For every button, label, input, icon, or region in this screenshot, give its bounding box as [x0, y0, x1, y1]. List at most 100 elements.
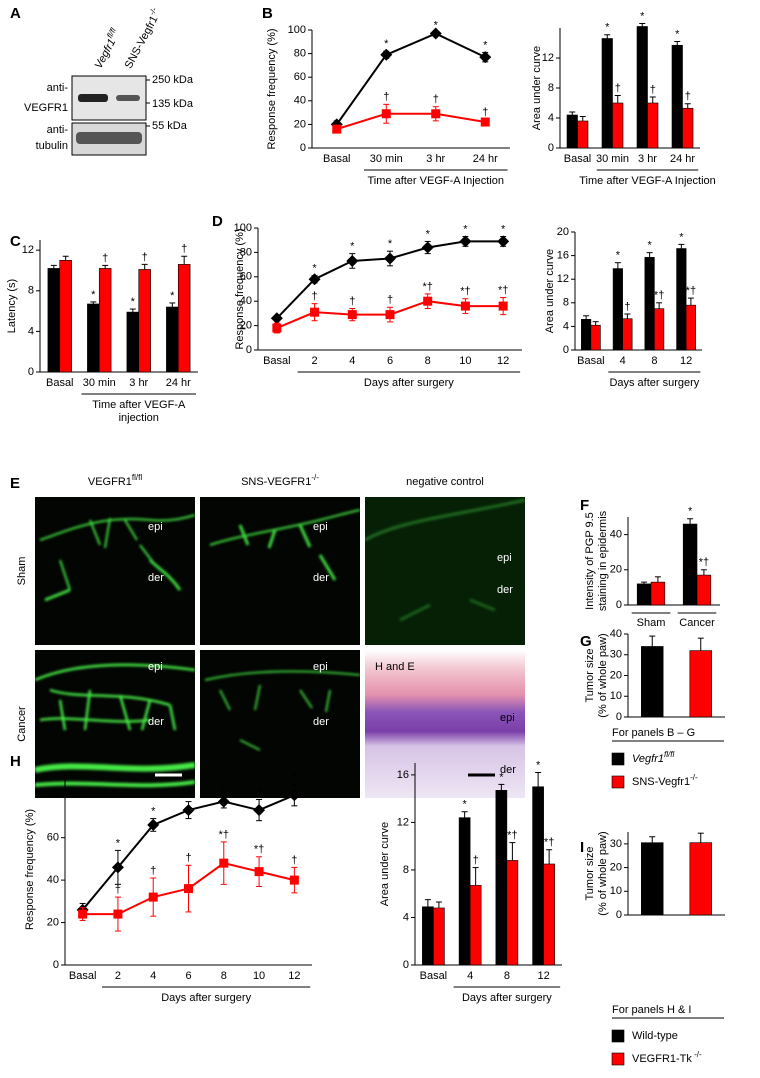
- bar: [689, 650, 712, 718]
- blot-band: [78, 94, 108, 102]
- significance-mark: *: [257, 786, 262, 798]
- x-tick-label: 4: [150, 970, 156, 982]
- legend-swatch: [611, 1029, 625, 1043]
- significance-mark: †: [387, 294, 393, 306]
- bar: [495, 790, 508, 966]
- significance-mark: †: [615, 82, 621, 94]
- x-tick-label: Basal: [69, 970, 97, 982]
- x-tick-label: Basal: [420, 970, 448, 982]
- x-tick-label: 2: [115, 970, 121, 982]
- micrograph: [200, 650, 360, 798]
- lane-label-part: SNS-Vegfr1: [123, 14, 161, 71]
- marker: [460, 301, 470, 311]
- error-bar: [697, 637, 704, 651]
- x-tick-label: Basal: [46, 377, 74, 389]
- bar: [685, 304, 696, 351]
- tile-label: epi: [313, 521, 328, 533]
- significance-mark: *: [462, 799, 467, 811]
- significance-mark: *: [116, 837, 121, 849]
- x-tick-label: 30 min: [370, 153, 403, 165]
- micrograph: [200, 497, 360, 645]
- bar: [581, 319, 592, 351]
- y-tick-label: 20: [294, 118, 306, 130]
- x-tick-label: Basal: [263, 355, 291, 367]
- y-tick-label: 0: [28, 366, 34, 378]
- x-tick-label: 8: [221, 970, 227, 982]
- y-axis-label: Area under curve: [379, 822, 391, 906]
- column-header-part: VEGFR1: [88, 476, 132, 488]
- panel-letter: C: [10, 233, 21, 250]
- bar: [641, 646, 664, 718]
- significance-mark: *†: [460, 286, 470, 298]
- significance-mark: *†: [219, 829, 229, 841]
- x-tick-label: 12: [680, 355, 692, 367]
- error-bar: [498, 783, 505, 791]
- lane-label: Vegfr1fl/fl: [90, 26, 123, 71]
- fluorescence: [35, 663, 195, 788]
- x-axis-label: Time after VEGF-A Injection: [579, 175, 716, 187]
- x-tick-label: 6: [185, 970, 191, 982]
- x-tick-label: Basal: [323, 153, 351, 165]
- y-tick-label: 12: [557, 273, 569, 285]
- legend-label-sup: -/-: [690, 773, 698, 782]
- significance-mark: †: [349, 295, 355, 307]
- x-tick-label: 24 hr: [473, 153, 498, 165]
- significance-mark: †: [142, 251, 148, 263]
- bar: [622, 318, 633, 351]
- significance-mark: *: [222, 782, 227, 794]
- y-tick-label: 20: [610, 564, 622, 576]
- significance-mark: †: [291, 854, 297, 866]
- error-bar: [141, 263, 148, 270]
- legend-title: For panels B – G: [612, 727, 695, 739]
- fluorescence: [39, 514, 195, 602]
- error-bar: [674, 41, 681, 46]
- y-tick-label: 40: [240, 295, 252, 307]
- error-bar: [687, 518, 694, 525]
- blot-row-label: VEGFR1: [24, 102, 68, 114]
- y-tick-label: 4: [403, 911, 409, 923]
- y-tick-label: 4: [548, 112, 554, 124]
- error-bar: [509, 842, 516, 861]
- marker: [219, 858, 229, 868]
- panel-letter: B: [262, 5, 273, 22]
- marker-label: 250 kDa: [152, 74, 194, 86]
- x-tick-label: 24 hr: [166, 377, 191, 389]
- significance-mark: *: [536, 759, 541, 771]
- error-bar: [646, 252, 653, 258]
- bar: [98, 268, 112, 373]
- tile-label: epi: [313, 661, 328, 673]
- y-tick-label: 10: [610, 885, 622, 897]
- error-bar: [649, 836, 656, 843]
- bar: [682, 523, 698, 606]
- bar: [612, 102, 624, 149]
- error-bar: [697, 832, 704, 843]
- y-tick-label: 12: [397, 816, 409, 828]
- x-tick-label: 30 min: [83, 377, 116, 389]
- error-bar: [700, 569, 707, 576]
- micrograph: [365, 497, 525, 645]
- error-bar: [604, 34, 611, 39]
- significance-mark: †: [650, 84, 656, 96]
- marker: [78, 909, 88, 919]
- y-axis-label: Tumor size: [584, 649, 596, 703]
- y-tick-label: 8: [28, 285, 34, 297]
- significance-mark: *†: [654, 290, 664, 302]
- y-axis-label: Area under curve: [531, 46, 543, 130]
- y-axis-label: (% of whole paw): [597, 633, 609, 717]
- y-tick-label: 0: [548, 142, 554, 154]
- marker: [310, 307, 320, 317]
- marker: [498, 301, 508, 311]
- x-tick-label: 12: [538, 970, 550, 982]
- significance-mark: *: [292, 772, 297, 784]
- blot-row-label: tubulin: [36, 140, 68, 152]
- panel-letter: G: [580, 633, 592, 650]
- marker: [381, 109, 391, 119]
- bar: [577, 120, 589, 149]
- y-tick-label: 0: [563, 344, 569, 356]
- significance-mark: †: [383, 91, 389, 103]
- column-header-part: SNS-VEGFR1: [241, 476, 311, 488]
- x-axis-label: Days after surgery: [364, 377, 454, 389]
- significance-mark: *: [151, 805, 156, 817]
- error-bar: [424, 899, 431, 907]
- marker: [147, 818, 160, 831]
